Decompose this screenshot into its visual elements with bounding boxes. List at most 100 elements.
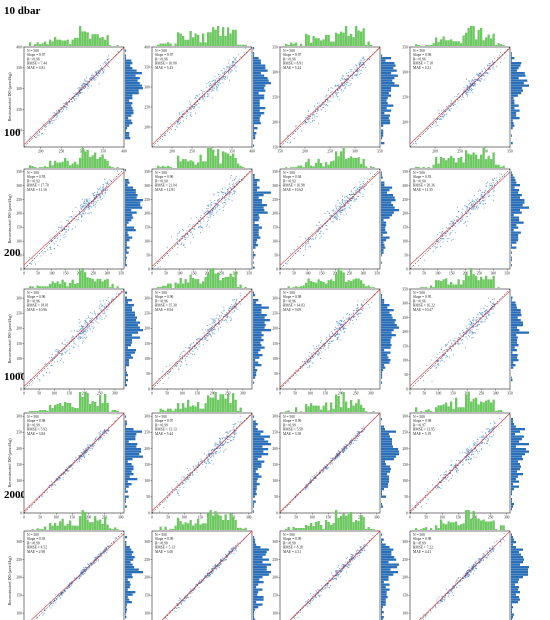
histogram-bar: [381, 107, 387, 110]
histogram-bar: [125, 336, 140, 339]
histogram-bar: [457, 41, 460, 46]
data-point: [177, 235, 179, 237]
data-point: [318, 102, 320, 104]
data-point: [471, 330, 473, 333]
histogram-bar: [381, 369, 384, 372]
data-point: [478, 78, 480, 80]
histogram-bar: [253, 231, 259, 234]
data-point: [189, 114, 191, 116]
data-point: [492, 191, 494, 193]
data-point: [49, 123, 51, 125]
histogram-bar: [480, 27, 483, 46]
data-point: [64, 468, 66, 470]
data-point: [342, 201, 344, 204]
data-point: [77, 336, 79, 338]
data-point: [475, 200, 477, 202]
data-point: [236, 298, 238, 300]
data-point: [88, 206, 90, 208]
data-point: [348, 193, 350, 195]
data-point: [73, 330, 75, 332]
y-tick-label: 100: [272, 240, 278, 244]
histogram-bar: [352, 37, 355, 46]
data-point: [345, 83, 347, 85]
data-point: [229, 64, 231, 66]
data-point: [201, 463, 204, 465]
data-point: [479, 313, 481, 315]
histogram-bar: [450, 155, 453, 168]
data-point: [102, 186, 104, 188]
data-point: [100, 189, 102, 192]
top-histogram: [29, 26, 119, 46]
histogram-bar: [435, 156, 438, 168]
data-point: [164, 135, 166, 137]
data-point: [85, 205, 87, 207]
y-tick-label: 250: [272, 95, 278, 99]
histogram-bar: [460, 43, 463, 46]
y-tick-label: 100: [402, 240, 408, 244]
y-tick-label: 350: [272, 45, 278, 49]
data-point: [464, 205, 466, 207]
data-point: [213, 322, 215, 324]
histogram-bar: [106, 403, 109, 412]
y-tick-label: 0: [406, 387, 408, 391]
data-point: [293, 138, 295, 140]
data-point: [59, 226, 61, 229]
y-axis-label: Reconstructed DO (μmol/kg): [7, 438, 12, 488]
data-point: [446, 240, 448, 242]
data-point: [347, 317, 350, 319]
data-point: [56, 115, 59, 117]
data-point: [356, 314, 358, 316]
histogram-bar: [381, 324, 397, 327]
data-point: [209, 211, 212, 213]
data-point: [313, 105, 316, 107]
data-point: [93, 439, 95, 441]
data-point: [194, 348, 196, 350]
y-tick-label: 250: [144, 198, 150, 202]
data-point: [214, 329, 216, 331]
histogram-bar: [381, 321, 395, 324]
data-point: [200, 217, 202, 219]
data-point: [316, 116, 318, 118]
histogram-bar: [242, 44, 245, 46]
histogram-bar: [169, 166, 172, 168]
data-point: [53, 112, 55, 114]
data-point: [195, 217, 197, 219]
data-point: [188, 106, 190, 108]
data-point: [59, 239, 61, 241]
data-point: [341, 199, 344, 201]
stat-r2: R² =0.96: [155, 57, 168, 61]
histogram-bar: [125, 448, 142, 451]
one-to-one-line: [151, 46, 253, 148]
histogram-bar: [381, 261, 382, 264]
data-point: [358, 187, 360, 189]
data-point: [91, 326, 93, 328]
data-point: [95, 76, 97, 78]
histogram-bar: [212, 150, 215, 168]
data-point: [312, 115, 314, 117]
data-point: [227, 66, 229, 69]
data-point: [487, 194, 489, 196]
data-point: [72, 101, 74, 103]
data-point: [345, 325, 347, 327]
panel-100-dbar-1: 0501001502002503003500501001502002503003…: [7, 148, 143, 276]
right-histogram: [381, 171, 399, 264]
data-point: [232, 180, 234, 182]
histogram-bar: [381, 74, 398, 77]
histogram-bar: [51, 41, 54, 46]
histogram-bar: [81, 31, 84, 46]
histogram-bar: [497, 164, 500, 168]
histogram-bar: [125, 127, 128, 130]
data-point: [107, 303, 109, 305]
data-point: [89, 444, 91, 446]
histogram-bar: [381, 119, 390, 122]
data-point: [326, 224, 328, 226]
data-point: [366, 299, 368, 301]
data-point: [72, 346, 74, 348]
data-point: [63, 109, 65, 111]
data-point: [170, 128, 173, 130]
data-point: [463, 87, 465, 89]
data-point: [234, 311, 236, 313]
data-point: [355, 74, 357, 76]
data-point: [224, 314, 226, 316]
data-point: [72, 335, 74, 337]
